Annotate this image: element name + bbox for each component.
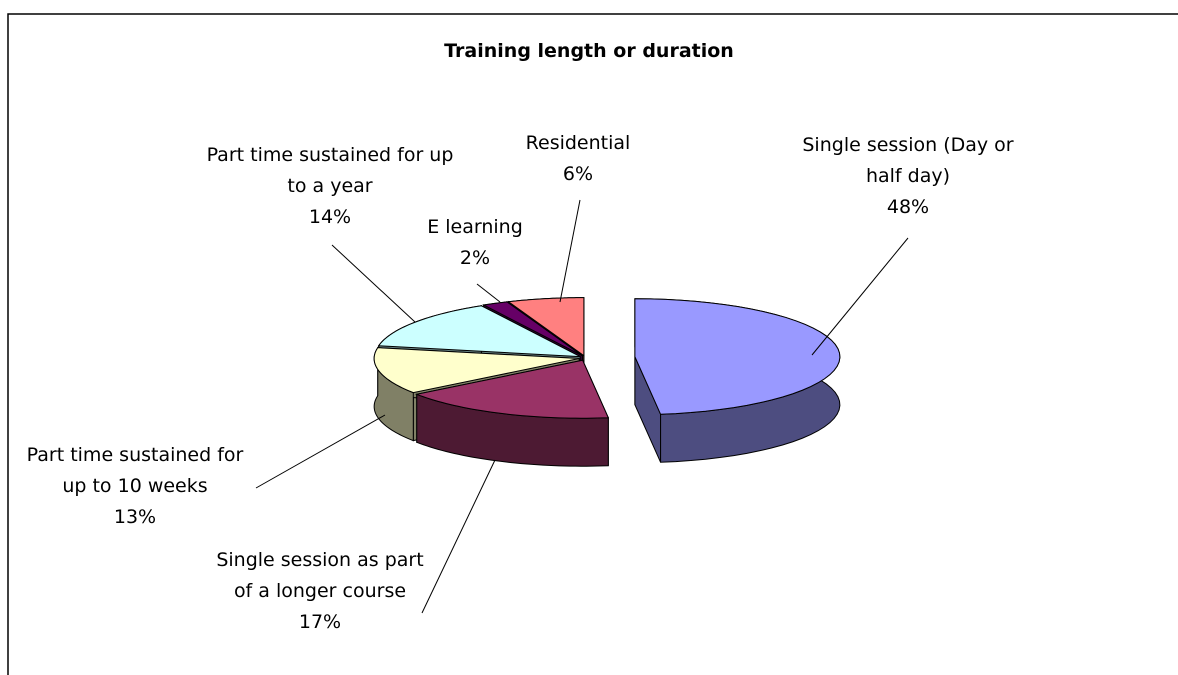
leader-line [559,199,581,303]
leader-line [331,244,416,323]
chart-title: Training length or duration [444,40,734,62]
pie-slice [414,359,610,467]
slice-top [377,305,581,358]
pie-slice [634,298,841,463]
slice-label: Residential 6% [513,128,643,190]
value-label: 17% [298,611,342,633]
slice-label: Single session (Day or half day) 48% [783,130,1033,223]
slice-top [507,297,585,357]
chart-border [7,13,1178,675]
category-label: Single session (Day or half day) [802,134,1014,187]
category-label: Part time sustained for up to 10 weeks [26,444,244,497]
slice-label: Part time sustained for up to 10 weeks 13… [15,440,255,533]
slice-label: Single session as part of a longer cours… [210,545,430,638]
leader-line [476,283,501,303]
slice-label: E learning 2% [410,212,540,274]
slice-top [482,301,583,357]
leader-line [811,237,909,356]
value-label: 13% [113,506,157,528]
category-label: Part time sustained for up to a year [206,144,454,197]
value-label: 2% [459,247,491,269]
value-label: 48% [886,196,930,218]
leader-line [255,414,386,489]
leader-line [421,459,496,614]
slice-label: Part time sustained for up to a year 14% [205,140,455,233]
slice-top [373,347,580,394]
value-label: 14% [308,206,352,228]
value-label: 6% [562,163,594,185]
slice-top [634,298,841,415]
category-label: Single session as part of a longer cours… [216,549,424,602]
category-label: Residential [525,132,631,154]
slice-top [414,359,610,419]
category-label: E learning [427,216,523,238]
